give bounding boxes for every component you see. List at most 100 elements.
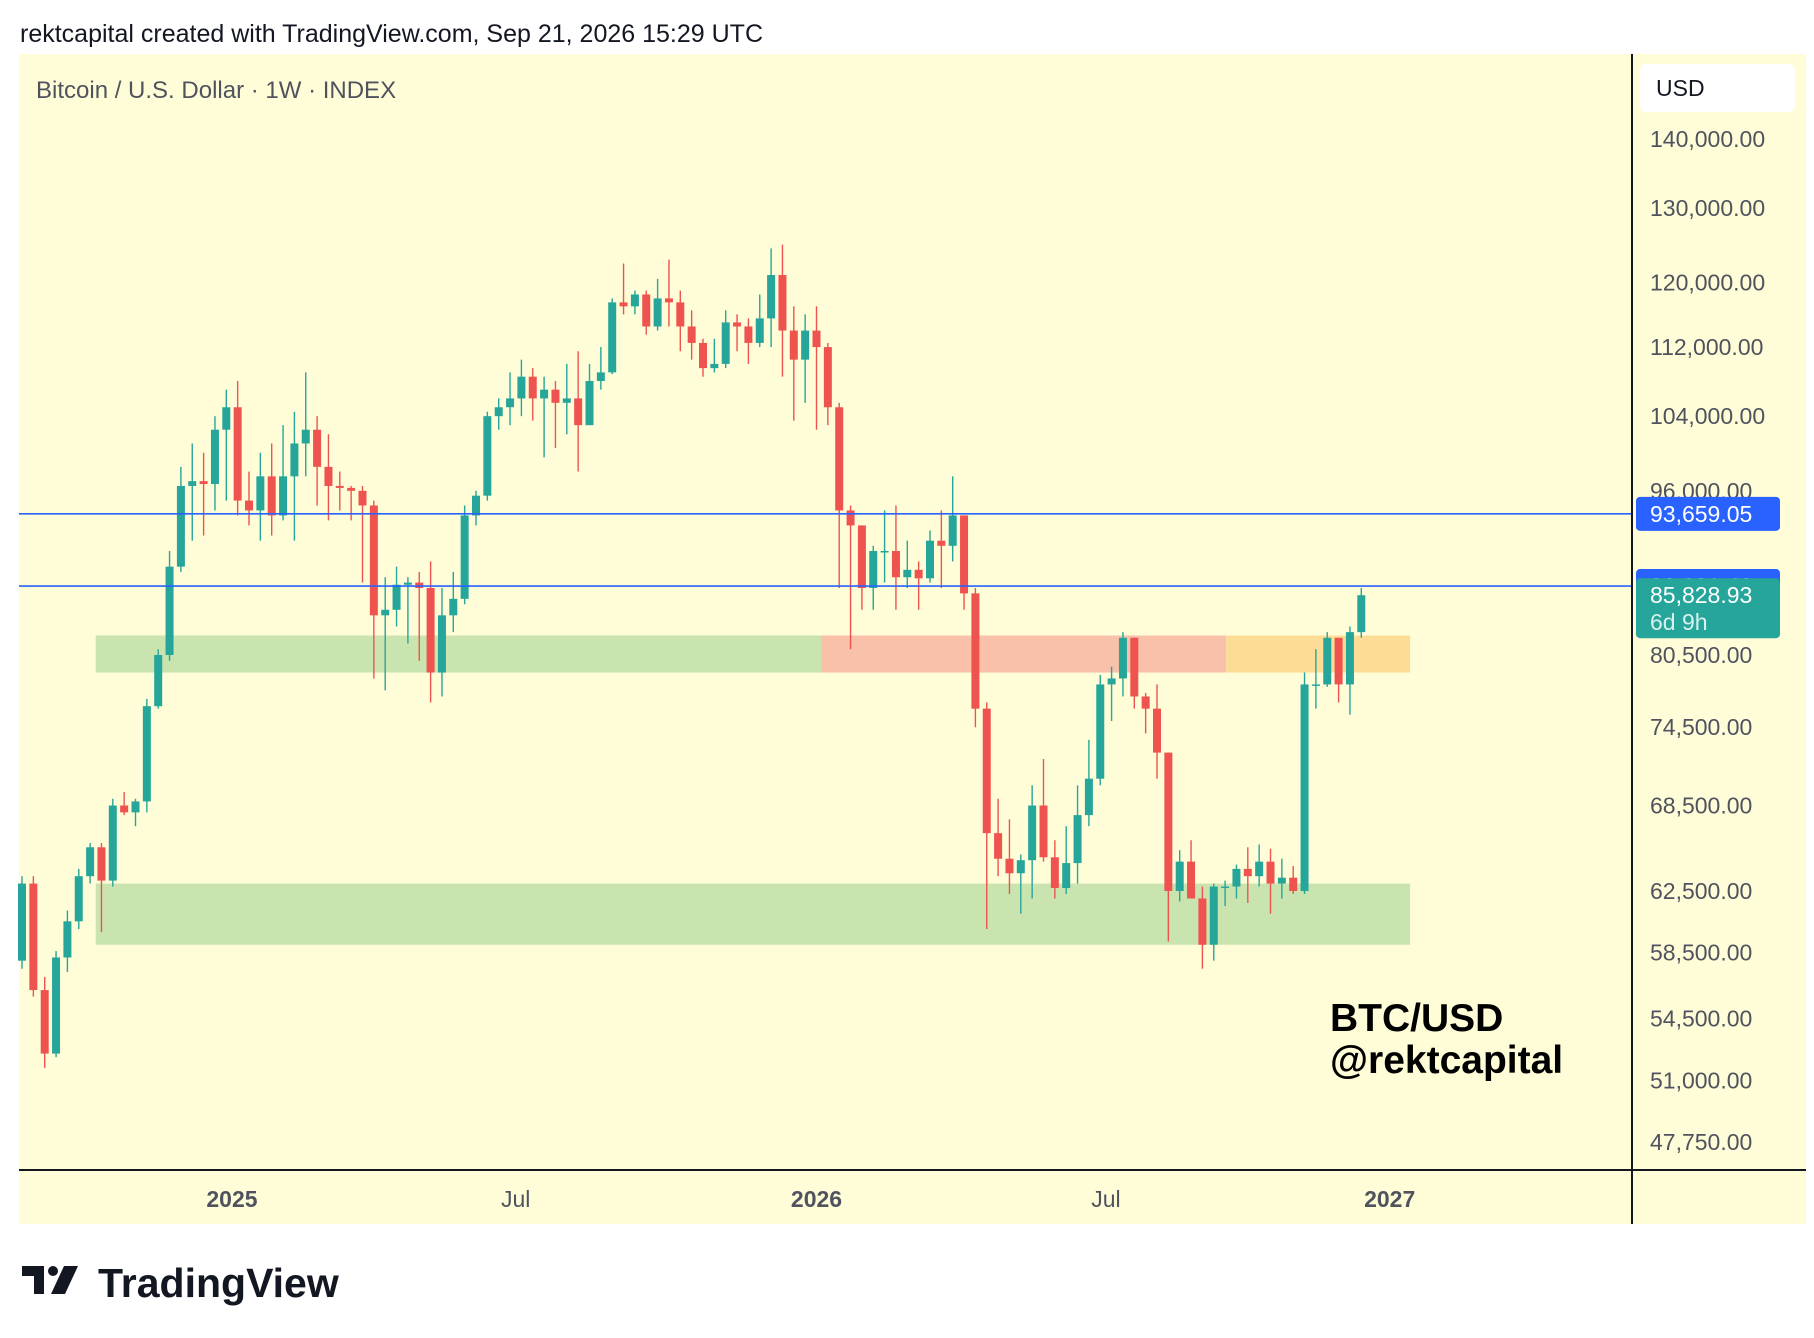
candle-body: [392, 584, 401, 610]
candle: [710, 338, 719, 373]
candle: [301, 372, 310, 477]
candle-body: [608, 302, 617, 373]
candle: [279, 425, 288, 521]
candle-body: [1141, 696, 1150, 709]
candle-body: [301, 429, 310, 444]
watermark-handle: @rektcapital: [1330, 1039, 1564, 1082]
candle-body: [710, 363, 719, 369]
candle: [347, 485, 356, 521]
candle: [1153, 684, 1161, 779]
candle-body: [948, 515, 957, 546]
candle-body: [1323, 637, 1332, 685]
candle: [1357, 587, 1366, 638]
candle-body: [97, 847, 106, 881]
candle-body: [551, 389, 560, 403]
price-tick-label: 58,500.00: [1650, 940, 1752, 966]
candle-body: [1221, 886, 1230, 889]
candle-body: [676, 302, 685, 327]
time-tick-label: 2026: [791, 1186, 842, 1212]
candle: [40, 976, 49, 1068]
candle: [449, 571, 458, 633]
candle: [1016, 854, 1025, 914]
candle-body: [449, 598, 458, 616]
candle-body: [812, 330, 821, 348]
candle: [120, 792, 129, 816]
candle: [699, 338, 707, 377]
time-tick-label: 2025: [206, 1186, 257, 1212]
candle-body: [1277, 877, 1286, 884]
currency-selector[interactable]: USD: [1640, 64, 1795, 112]
candle-body: [1289, 877, 1298, 891]
price-tick-label: 54,500.00: [1650, 1006, 1752, 1032]
candles-layer: [18, 244, 1366, 1068]
candle: [472, 490, 480, 526]
symbol-title: Bitcoin / U.S. Dollar · 1W · INDEX: [36, 77, 397, 104]
candle: [210, 416, 219, 511]
candle: [948, 476, 957, 562]
candle: [630, 290, 639, 315]
candle-body: [653, 298, 662, 327]
candle-body: [1153, 708, 1161, 753]
candle-body: [971, 593, 980, 709]
price-tick-label: 51,000.00: [1650, 1068, 1752, 1094]
price-axis: 140,000.00 130,000.00 120,000.00 112,000.00…: [1650, 126, 1765, 1155]
candle: [324, 434, 333, 521]
candle-body: [63, 921, 72, 958]
pending-zone: [1226, 635, 1411, 673]
candle: [574, 351, 583, 472]
candle: [74, 868, 83, 930]
candle: [1300, 672, 1309, 894]
candle: [517, 359, 526, 417]
candle-body: [154, 655, 163, 707]
candle-body: [585, 380, 594, 426]
level-price-label: 93,659.05: [1636, 496, 1780, 531]
candle: [267, 443, 276, 536]
candle-body: [982, 708, 991, 834]
candle-body: [562, 398, 571, 403]
candle-body: [1084, 778, 1093, 816]
candle-body: [108, 805, 117, 881]
candle: [869, 545, 878, 610]
candle-body: [789, 330, 798, 360]
candle-body: [131, 801, 140, 813]
candle: [86, 843, 95, 884]
candle: [290, 411, 299, 541]
candle-body: [1300, 684, 1309, 891]
candle-body: [869, 550, 878, 588]
candle-body: [642, 294, 651, 327]
candle: [358, 485, 367, 583]
candle-body: [40, 990, 49, 1054]
candle-body: [767, 274, 776, 319]
candle: [199, 452, 208, 536]
price-tick-label: 47,750.00: [1650, 1129, 1752, 1155]
time-tick-label: Jul: [1091, 1186, 1120, 1212]
candle: [108, 798, 117, 887]
candle-body: [778, 274, 787, 331]
candle: [778, 244, 787, 377]
candle: [823, 342, 832, 426]
candle: [222, 389, 231, 501]
candle-body: [483, 416, 492, 496]
candle-body: [472, 495, 480, 516]
candle-body: [823, 347, 832, 408]
candle-body: [494, 407, 503, 417]
candle: [1141, 692, 1150, 734]
candle-body: [528, 376, 537, 399]
bar-countdown-text: 6d 9h: [1650, 609, 1708, 635]
candle: [1005, 819, 1014, 894]
candle: [369, 500, 378, 679]
candle: [1255, 844, 1264, 887]
candle-body: [426, 587, 435, 673]
candle-body: [347, 487, 356, 491]
candle: [392, 566, 401, 627]
candle-body: [324, 466, 333, 486]
candle-body: [1311, 684, 1320, 686]
candle-body: [857, 525, 866, 588]
candle: [937, 510, 946, 588]
candle: [245, 471, 253, 526]
candle: [460, 505, 469, 605]
candle: [18, 876, 26, 969]
candle-body: [1062, 863, 1071, 889]
candle-body: [1198, 898, 1207, 945]
